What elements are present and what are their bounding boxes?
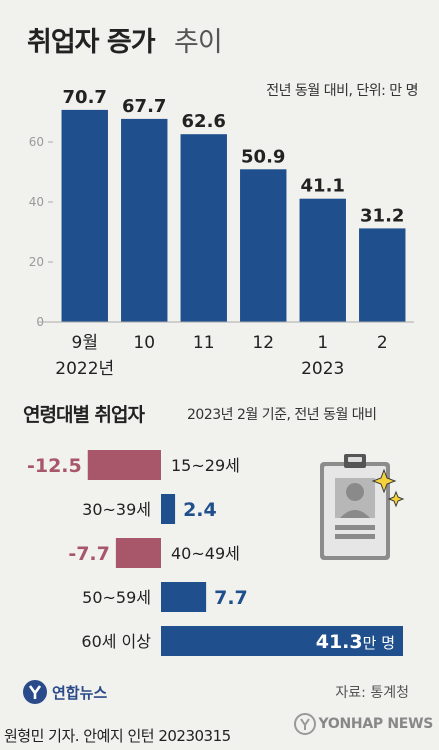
employment-increase-chart: 020406070.79월2022년67.71062.61150.91241.1… — [29, 87, 414, 379]
bar-value-label: 7.7 — [214, 587, 248, 609]
bar-value-label: 67.7 — [122, 96, 166, 117]
bar — [359, 228, 406, 322]
watermark: YONHAP NEWS — [293, 713, 434, 735]
category-label: 30~39세 — [82, 500, 151, 519]
yonhap-logo-icon — [23, 680, 47, 704]
category-label: 15~29세 — [171, 456, 240, 475]
bar-value-label: -12.5 — [27, 455, 82, 477]
bar-value-label: 70.7 — [63, 87, 107, 108]
y-tick-label: 60 — [29, 135, 44, 149]
x-tick-label: 9월 — [72, 333, 98, 353]
x-tick-label: 11 — [193, 333, 215, 353]
bar — [299, 198, 346, 322]
credit-line: 원형민 기자. 안예지 인턴 20230315 — [4, 727, 231, 745]
bar-value-unit: 만 명 — [363, 634, 395, 652]
bar-value-label: 62.6 — [182, 111, 226, 132]
id-badge-icon — [320, 454, 405, 560]
bar-value-label: 41.1 — [301, 176, 345, 197]
x-year-label: 2022년 — [55, 359, 114, 379]
page-title-suffix: 추이 — [174, 27, 223, 58]
logo-text: 연합뉴스 — [52, 683, 108, 702]
bar — [161, 494, 176, 524]
bar — [240, 169, 287, 322]
age-section-note: 2023년 2월 기준, 전년 동월 대비 — [187, 407, 377, 423]
x-tick-label: 10 — [133, 333, 155, 353]
bar — [180, 134, 227, 322]
bar-value-label: -7.7 — [68, 543, 110, 565]
category-label: 60세 이상 — [81, 632, 151, 651]
bar — [121, 118, 168, 323]
bar — [61, 109, 108, 323]
bar — [161, 626, 403, 656]
x-tick-label: 12 — [252, 333, 274, 353]
bar-value-label: 50.9 — [241, 146, 285, 167]
x-tick-label: 2 — [377, 333, 388, 353]
y-tick-label: 40 — [29, 195, 44, 209]
watermark-icon — [293, 713, 316, 735]
x-tick-label: 1 — [317, 333, 328, 353]
bar — [161, 582, 207, 612]
watermark-text: YONHAP NEWS — [318, 716, 434, 732]
bar-value-label: 41.3만 명 — [316, 631, 395, 653]
bar-value-label: 2.4 — [183, 499, 217, 521]
bar-value-number: 41.3 — [316, 631, 363, 653]
unit-note: 전년 동월 대비, 단위: 만 명 — [266, 83, 418, 99]
age-group-chart: 15~29세 -12.5 30~39세 2.4 40~49세 -7.7 50~59세 7.7 6… — [27, 450, 403, 656]
bar-value-label: 31.2 — [360, 205, 404, 226]
x-year-label: 2023 — [301, 359, 344, 379]
source-note: 자료: 통계청 — [335, 685, 409, 701]
y-tick-label: 20 — [29, 255, 44, 269]
age-section-title: 연령대별 취업자 — [23, 404, 145, 426]
bar — [87, 450, 161, 480]
category-label: 40~49세 — [171, 544, 240, 563]
bar — [115, 538, 161, 568]
yonhap-logo: 연합뉴스 — [22, 679, 107, 705]
category-label: 50~59세 — [82, 588, 151, 607]
page-title: 취업자 증가 — [27, 27, 156, 58]
